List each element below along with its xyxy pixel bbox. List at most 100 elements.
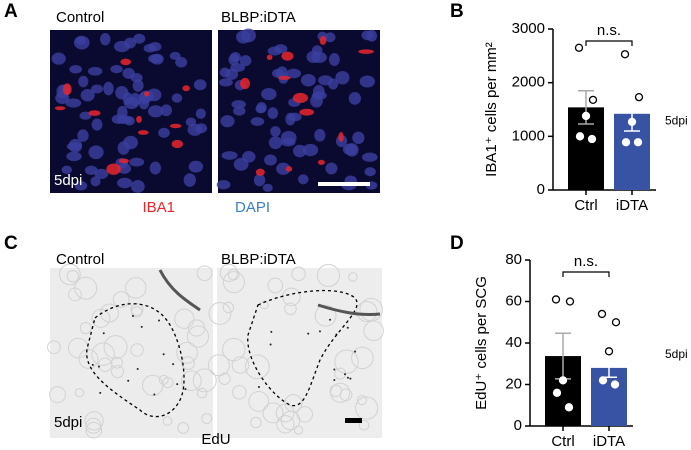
fiber [351,346,374,370]
fiber [227,268,240,281]
nucleus [133,33,146,44]
y-tick-label: 0 [514,417,522,434]
fiber [59,263,81,286]
nucleus [65,98,82,108]
nucleus [233,157,249,171]
fiber [181,370,202,392]
nucleus [147,105,164,118]
nucleus [195,108,206,119]
nucleus [91,84,103,94]
fiber [67,337,89,359]
edu-cell [346,326,349,329]
data-point [634,93,644,102]
edu-cell [269,343,272,346]
edu-cell [307,332,310,335]
fiber [231,356,250,374]
nucleus [66,151,82,162]
nucleus [103,81,114,96]
fiber [162,416,173,426]
nucleus [79,111,92,120]
fiber [196,265,213,282]
nucleus [239,55,252,67]
fiber [363,320,384,342]
nucleus [90,176,101,187]
nucleus [116,115,133,124]
data-point [598,376,608,385]
microglia [182,85,190,92]
fiber [142,374,164,397]
microglia [88,110,101,116]
y-tick-label: 1000 [512,127,545,144]
microglia [358,49,374,54]
nucleus [91,118,103,131]
nucleus [250,117,265,126]
fiber [186,325,210,348]
data-point [627,117,637,126]
stain-label: EdU [201,431,230,448]
nucleus [148,54,163,64]
y-tick-label: 2000 [512,74,545,91]
nucleus [149,161,162,175]
nucleus [130,72,143,83]
nerve [158,269,201,312]
microglia [106,163,121,175]
nucleus [311,51,327,63]
data-point [620,50,630,59]
nucleus [287,112,302,122]
data-point [552,388,562,397]
edu-cell [329,318,332,321]
fiber [248,391,270,412]
fiber [196,387,208,399]
panel-letter: D [450,233,464,254]
data-point [575,132,585,141]
fiber [291,266,306,282]
time-label: 5dpi [54,414,82,431]
micrographs [47,28,384,439]
nucleus [129,157,145,167]
fiber [222,337,246,362]
data-point [551,295,561,304]
microglia [278,75,291,80]
nucleus [293,144,307,158]
nucleus [219,78,233,87]
edu-cell [270,330,273,333]
nucleus [117,163,132,174]
fiber [356,395,368,406]
edu-cell [257,385,260,388]
edu-cell [184,388,187,391]
nucleus [61,165,72,175]
edu-cell [333,368,336,371]
time-label: 5dpi [54,172,82,189]
fiber [201,413,213,424]
data-point [588,95,598,104]
microglia [285,166,293,172]
image-label: Control [56,251,104,268]
nucleus [193,79,207,91]
nucleus [175,57,188,68]
fiber [130,306,143,318]
fiber [181,356,195,370]
y-tick-label: 3000 [512,20,545,37]
nucleus [362,152,378,162]
nucleus [286,68,302,79]
nucleus [264,154,277,166]
fiber [187,319,206,337]
nerve [317,303,381,316]
fiber [250,416,262,429]
nucleus [138,95,150,110]
fiber [78,349,99,369]
nucleus [352,131,365,145]
nucleus [195,123,208,134]
fiber [267,277,284,294]
fiber [66,270,80,283]
micrograph-control [50,30,212,193]
nucleus [348,91,362,105]
fiber [232,384,247,400]
fiber [174,308,195,329]
microglia [136,115,142,123]
edu-cell [102,332,105,335]
fiber [74,276,98,300]
fiber [111,356,123,369]
fiber [222,271,245,294]
nucleus [255,104,266,114]
